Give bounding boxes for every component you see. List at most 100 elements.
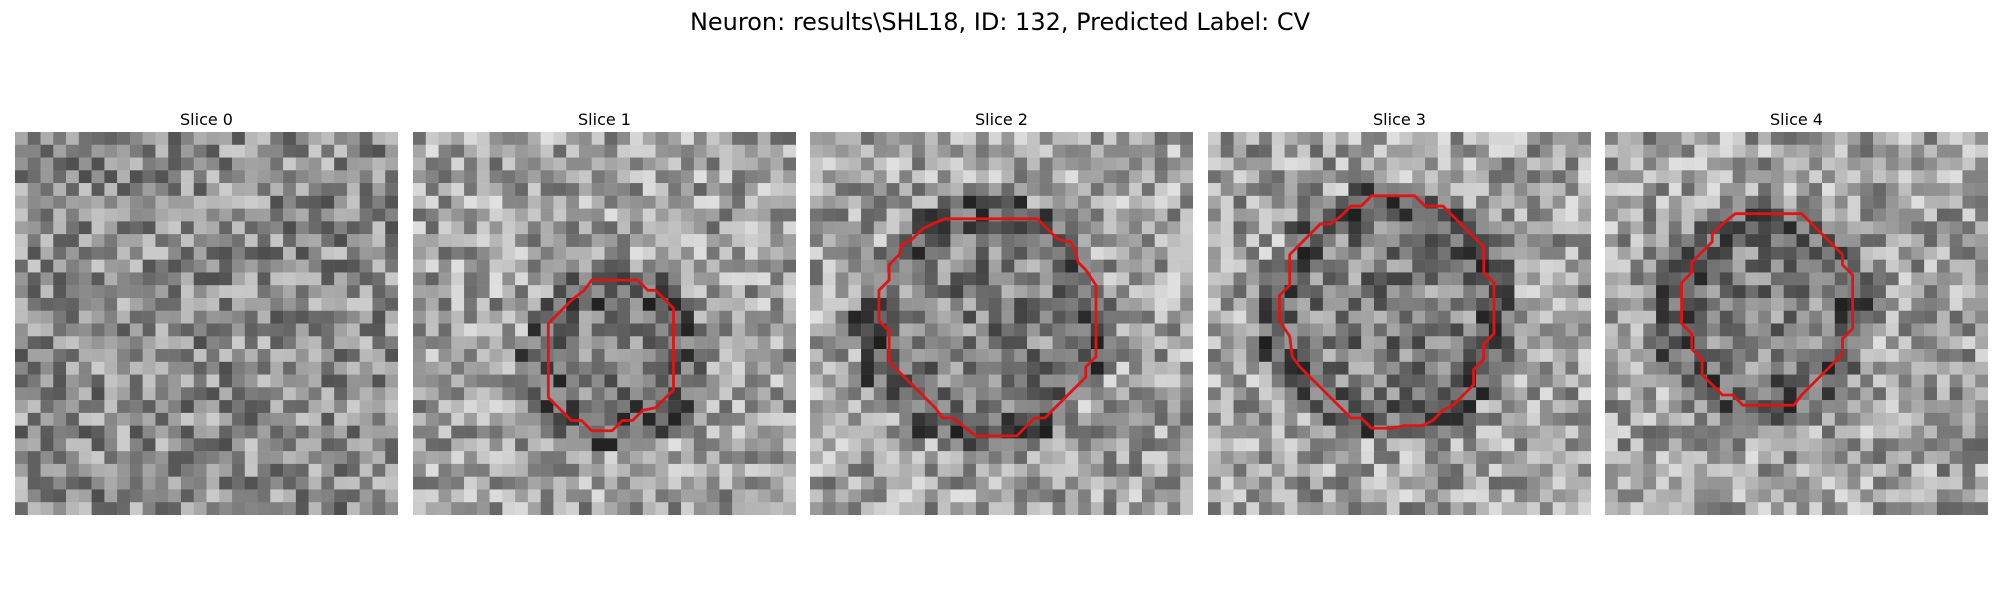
pixel [1924, 297, 1938, 311]
pixel [861, 272, 875, 286]
pixel [963, 297, 977, 311]
pixel [1911, 310, 1925, 324]
pixel [1180, 144, 1193, 158]
pixel [1386, 476, 1400, 490]
pixel [578, 170, 592, 184]
pixel [604, 502, 618, 515]
pixel [129, 234, 143, 248]
pixel [206, 425, 220, 439]
pixel [886, 412, 900, 426]
pixel [1259, 412, 1273, 426]
pixel [270, 502, 284, 515]
pixel [372, 144, 386, 158]
pixel [1796, 463, 1810, 477]
pixel [53, 361, 67, 375]
pixel [744, 387, 758, 401]
pixel [1476, 489, 1490, 503]
pixel [1885, 170, 1899, 184]
pixel [1656, 310, 1670, 324]
pixel [1617, 400, 1631, 414]
pixel [1476, 297, 1490, 311]
pixel [155, 451, 169, 465]
pixel [15, 310, 29, 324]
pixel [1552, 310, 1566, 324]
pixel [1501, 349, 1515, 363]
pixel [886, 476, 900, 490]
pixel [732, 285, 746, 299]
pixel [732, 400, 746, 414]
pixel [1514, 438, 1528, 452]
pixel [372, 297, 386, 311]
pixel [270, 157, 284, 171]
pixel [1501, 438, 1515, 452]
pixel [270, 234, 284, 248]
pixel [1681, 502, 1695, 515]
pixel [1348, 259, 1362, 273]
pixel [321, 502, 335, 515]
pixel [1284, 438, 1298, 452]
pixel [770, 234, 784, 248]
pixel [591, 502, 605, 515]
pixel [489, 285, 503, 299]
pixel [244, 195, 258, 209]
pixel [1860, 502, 1874, 515]
pixel [693, 246, 707, 260]
pixel [1668, 259, 1682, 273]
pixel [117, 323, 131, 337]
pixel [822, 349, 836, 363]
pixel [1386, 144, 1400, 158]
pixel [924, 387, 938, 401]
pixel [604, 183, 618, 197]
pixel [1873, 489, 1887, 503]
pixel [1310, 310, 1324, 324]
pixel [515, 144, 529, 158]
pixel [66, 195, 80, 209]
pixel [1259, 132, 1273, 146]
pixel [848, 476, 862, 490]
pixel [425, 451, 439, 465]
pixel [1425, 297, 1439, 311]
pixel [1180, 170, 1193, 184]
pixel [1116, 361, 1130, 375]
pixel [168, 489, 182, 503]
pixel [40, 285, 54, 299]
pixel [359, 451, 373, 465]
pixel [346, 336, 360, 350]
pixel [27, 336, 41, 350]
pixel [180, 285, 194, 299]
pixel [104, 259, 118, 273]
pixel [1656, 349, 1670, 363]
pixel [1014, 234, 1028, 248]
pixel [1809, 285, 1823, 299]
pixel [244, 438, 258, 452]
pixel [1208, 195, 1222, 209]
pixel [770, 195, 784, 209]
pixel [1936, 463, 1950, 477]
pixel [257, 349, 271, 363]
pixel [1373, 310, 1387, 324]
pixel [578, 183, 592, 197]
pixel [385, 361, 398, 375]
panel-slice-4: Slice 4 [1605, 110, 1988, 515]
pixel [1078, 463, 1092, 477]
pixel [1335, 234, 1349, 248]
pixel [1745, 336, 1759, 350]
pixel [244, 157, 258, 171]
pixel [1348, 463, 1362, 477]
pixel [873, 438, 887, 452]
pixel [1885, 476, 1899, 490]
pixel [1233, 234, 1247, 248]
pixel [1552, 361, 1566, 375]
pixel [1656, 412, 1670, 426]
pixel [155, 438, 169, 452]
pixel [489, 349, 503, 363]
pixel [1527, 489, 1541, 503]
pixel [912, 412, 926, 426]
pixel [1027, 349, 1041, 363]
pixel [1656, 438, 1670, 452]
pixel [988, 246, 1002, 260]
pixel [527, 502, 541, 515]
pixel [359, 285, 373, 299]
pixel [1796, 234, 1810, 248]
pixel [1745, 310, 1759, 324]
